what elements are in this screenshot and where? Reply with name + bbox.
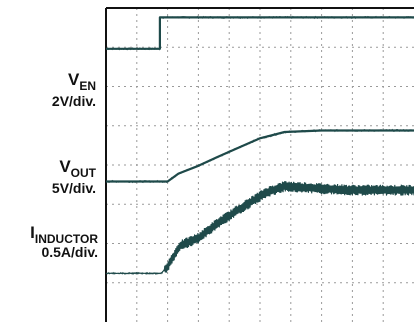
traces bbox=[105, 15, 414, 275]
channel-label-inductor: IINDUCTOR 0.5A/div. bbox=[30, 223, 98, 260]
channel-label-ven: VEN 2V/div. bbox=[52, 70, 96, 109]
svg-text:IINDUCTOR: IINDUCTOR bbox=[30, 223, 98, 246]
svg-text:VOUT: VOUT bbox=[59, 157, 96, 180]
inductor-name: I bbox=[30, 223, 35, 242]
ven-scale: 2V/div. bbox=[52, 93, 96, 109]
channel-label-vout: VOUT 5V/div. bbox=[52, 157, 97, 196]
vout-subscript: OUT bbox=[71, 166, 97, 180]
svg-text:VEN: VEN bbox=[68, 70, 96, 93]
inductor-scale: 0.5A/div. bbox=[41, 244, 98, 260]
ven-name: V bbox=[68, 70, 80, 89]
trace-inductor bbox=[105, 180, 414, 275]
trace-vout-noise bbox=[105, 128, 414, 184]
inductor-subscript: INDUCTOR bbox=[35, 232, 98, 246]
grid bbox=[105, 7, 414, 322]
trace-ven-noise bbox=[105, 15, 414, 51]
ven-subscript: EN bbox=[79, 79, 96, 93]
vout-scale: 5V/div. bbox=[52, 180, 96, 196]
vout-name: V bbox=[59, 157, 71, 176]
